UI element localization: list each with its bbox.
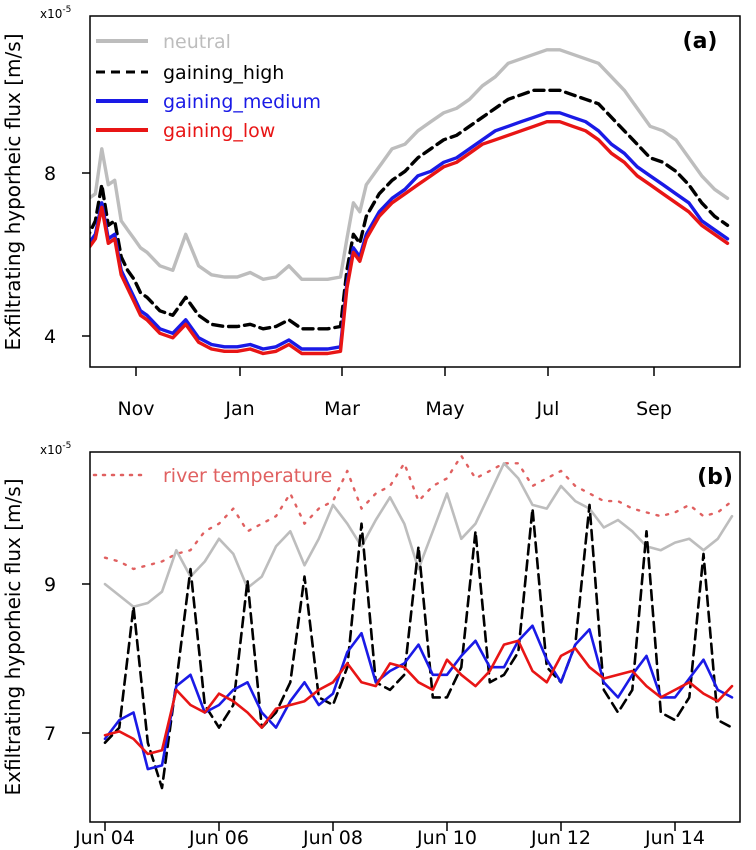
- panel-b-line-river-temperature: [103, 454, 734, 571]
- panel-b-multiplier-exponent: -5: [62, 441, 71, 451]
- panel-b-ytick-label-7: 7: [44, 723, 56, 745]
- panel-a-xtick-label-jan: Jan: [224, 398, 254, 420]
- legend-label-river-temperature: river temperature: [163, 465, 332, 487]
- panel-b-legend: river temperature: [92, 465, 332, 487]
- panel-a-ylabel: Exfiltrating hyporheic flux [m/s]: [1, 34, 25, 351]
- panel-a-multiplier-base: x10: [40, 7, 62, 21]
- panel-b-line-series-2: [103, 461, 734, 609]
- panel-a-ytick-label-8: 8: [44, 163, 56, 185]
- panel-a-ytick-label-4: 4: [44, 326, 56, 348]
- panel-b-line-series-3: [103, 503, 734, 790]
- panel-b-yaxis-multiplier: x10-5: [40, 441, 71, 457]
- legend-label-gaining-high: gaining_high: [163, 62, 284, 84]
- panel-a-xtick-label-jul: Jul: [536, 398, 560, 420]
- panel-a-xtick-label-nov: Nov: [117, 398, 154, 420]
- legend-label-gaining-medium: gaining_medium: [163, 91, 321, 113]
- panel-a-xtick-label-mar: Mar: [324, 398, 360, 420]
- panel-a-xtick-label-may: May: [425, 398, 464, 420]
- panel-b-xtick-label-jun04: Jun 04: [74, 827, 135, 849]
- panel-b-label: (b): [697, 465, 733, 490]
- panel-b-series-group: [103, 454, 734, 790]
- panel-a-line-gaining-medium: [90, 111, 730, 351]
- panel-a-xaxis: Nov Jan Mar May Jul Sep: [117, 367, 672, 420]
- panel-a-xtick-label-sep: Sep: [636, 398, 672, 420]
- panel-a-label: (a): [683, 29, 718, 54]
- panel-a-multiplier-exponent: -5: [62, 5, 71, 15]
- panel-a-line-neutral: [90, 48, 730, 281]
- panel-a-yaxis: 8 4 x10-5 Exfiltrating hyporheic flux [m…: [1, 5, 90, 351]
- legend-label-neutral: neutral: [163, 31, 231, 53]
- panel-a-line-gaining-high: [90, 88, 730, 331]
- panel-b-xtick-label-jun14: Jun 14: [644, 827, 705, 849]
- panel-b-ytick-label-9: 9: [44, 574, 56, 596]
- panel-b-line-series-4: [103, 624, 734, 771]
- panel-b-frame: [89, 451, 741, 823]
- panel-b-multiplier-base: x10: [40, 443, 62, 457]
- panel-b-xtick-label-jun08: Jun 08: [302, 827, 363, 849]
- panel-a-line-gaining-low: [90, 119, 730, 356]
- panel-a-yaxis-multiplier: x10-5: [40, 5, 71, 21]
- panel-b-xtick-label-jun12: Jun 12: [530, 827, 591, 849]
- panel-a-series-group: [90, 48, 730, 356]
- panel-b-xaxis: Jun 04 Jun 06 Jun 08 Jun 10 Jun 12 Jun 1…: [74, 822, 705, 849]
- legend-label-gaining-low: gaining_low: [163, 120, 275, 142]
- panel-b-ylabel: Exfiltrating hyporheic flux [m/s]: [1, 479, 25, 796]
- panel-a-frame: [89, 15, 741, 368]
- panel-b-line-series-5: [103, 639, 734, 756]
- panel-a: 8 4 x10-5 Exfiltrating hyporheic flux [m…: [1, 5, 741, 420]
- panel-b-xtick-label-jun06: Jun 06: [188, 827, 249, 849]
- panel-b: 9 7 x10-5 Exfiltrating hyporheic flux [m…: [1, 441, 741, 849]
- panel-a-legend: neutral gaining_high gaining_medium gain…: [96, 31, 321, 142]
- panel-b-xtick-label-jun10: Jun 10: [416, 827, 477, 849]
- panel-b-yaxis: 9 7 x10-5 Exfiltrating hyporheic flux [m…: [1, 441, 90, 796]
